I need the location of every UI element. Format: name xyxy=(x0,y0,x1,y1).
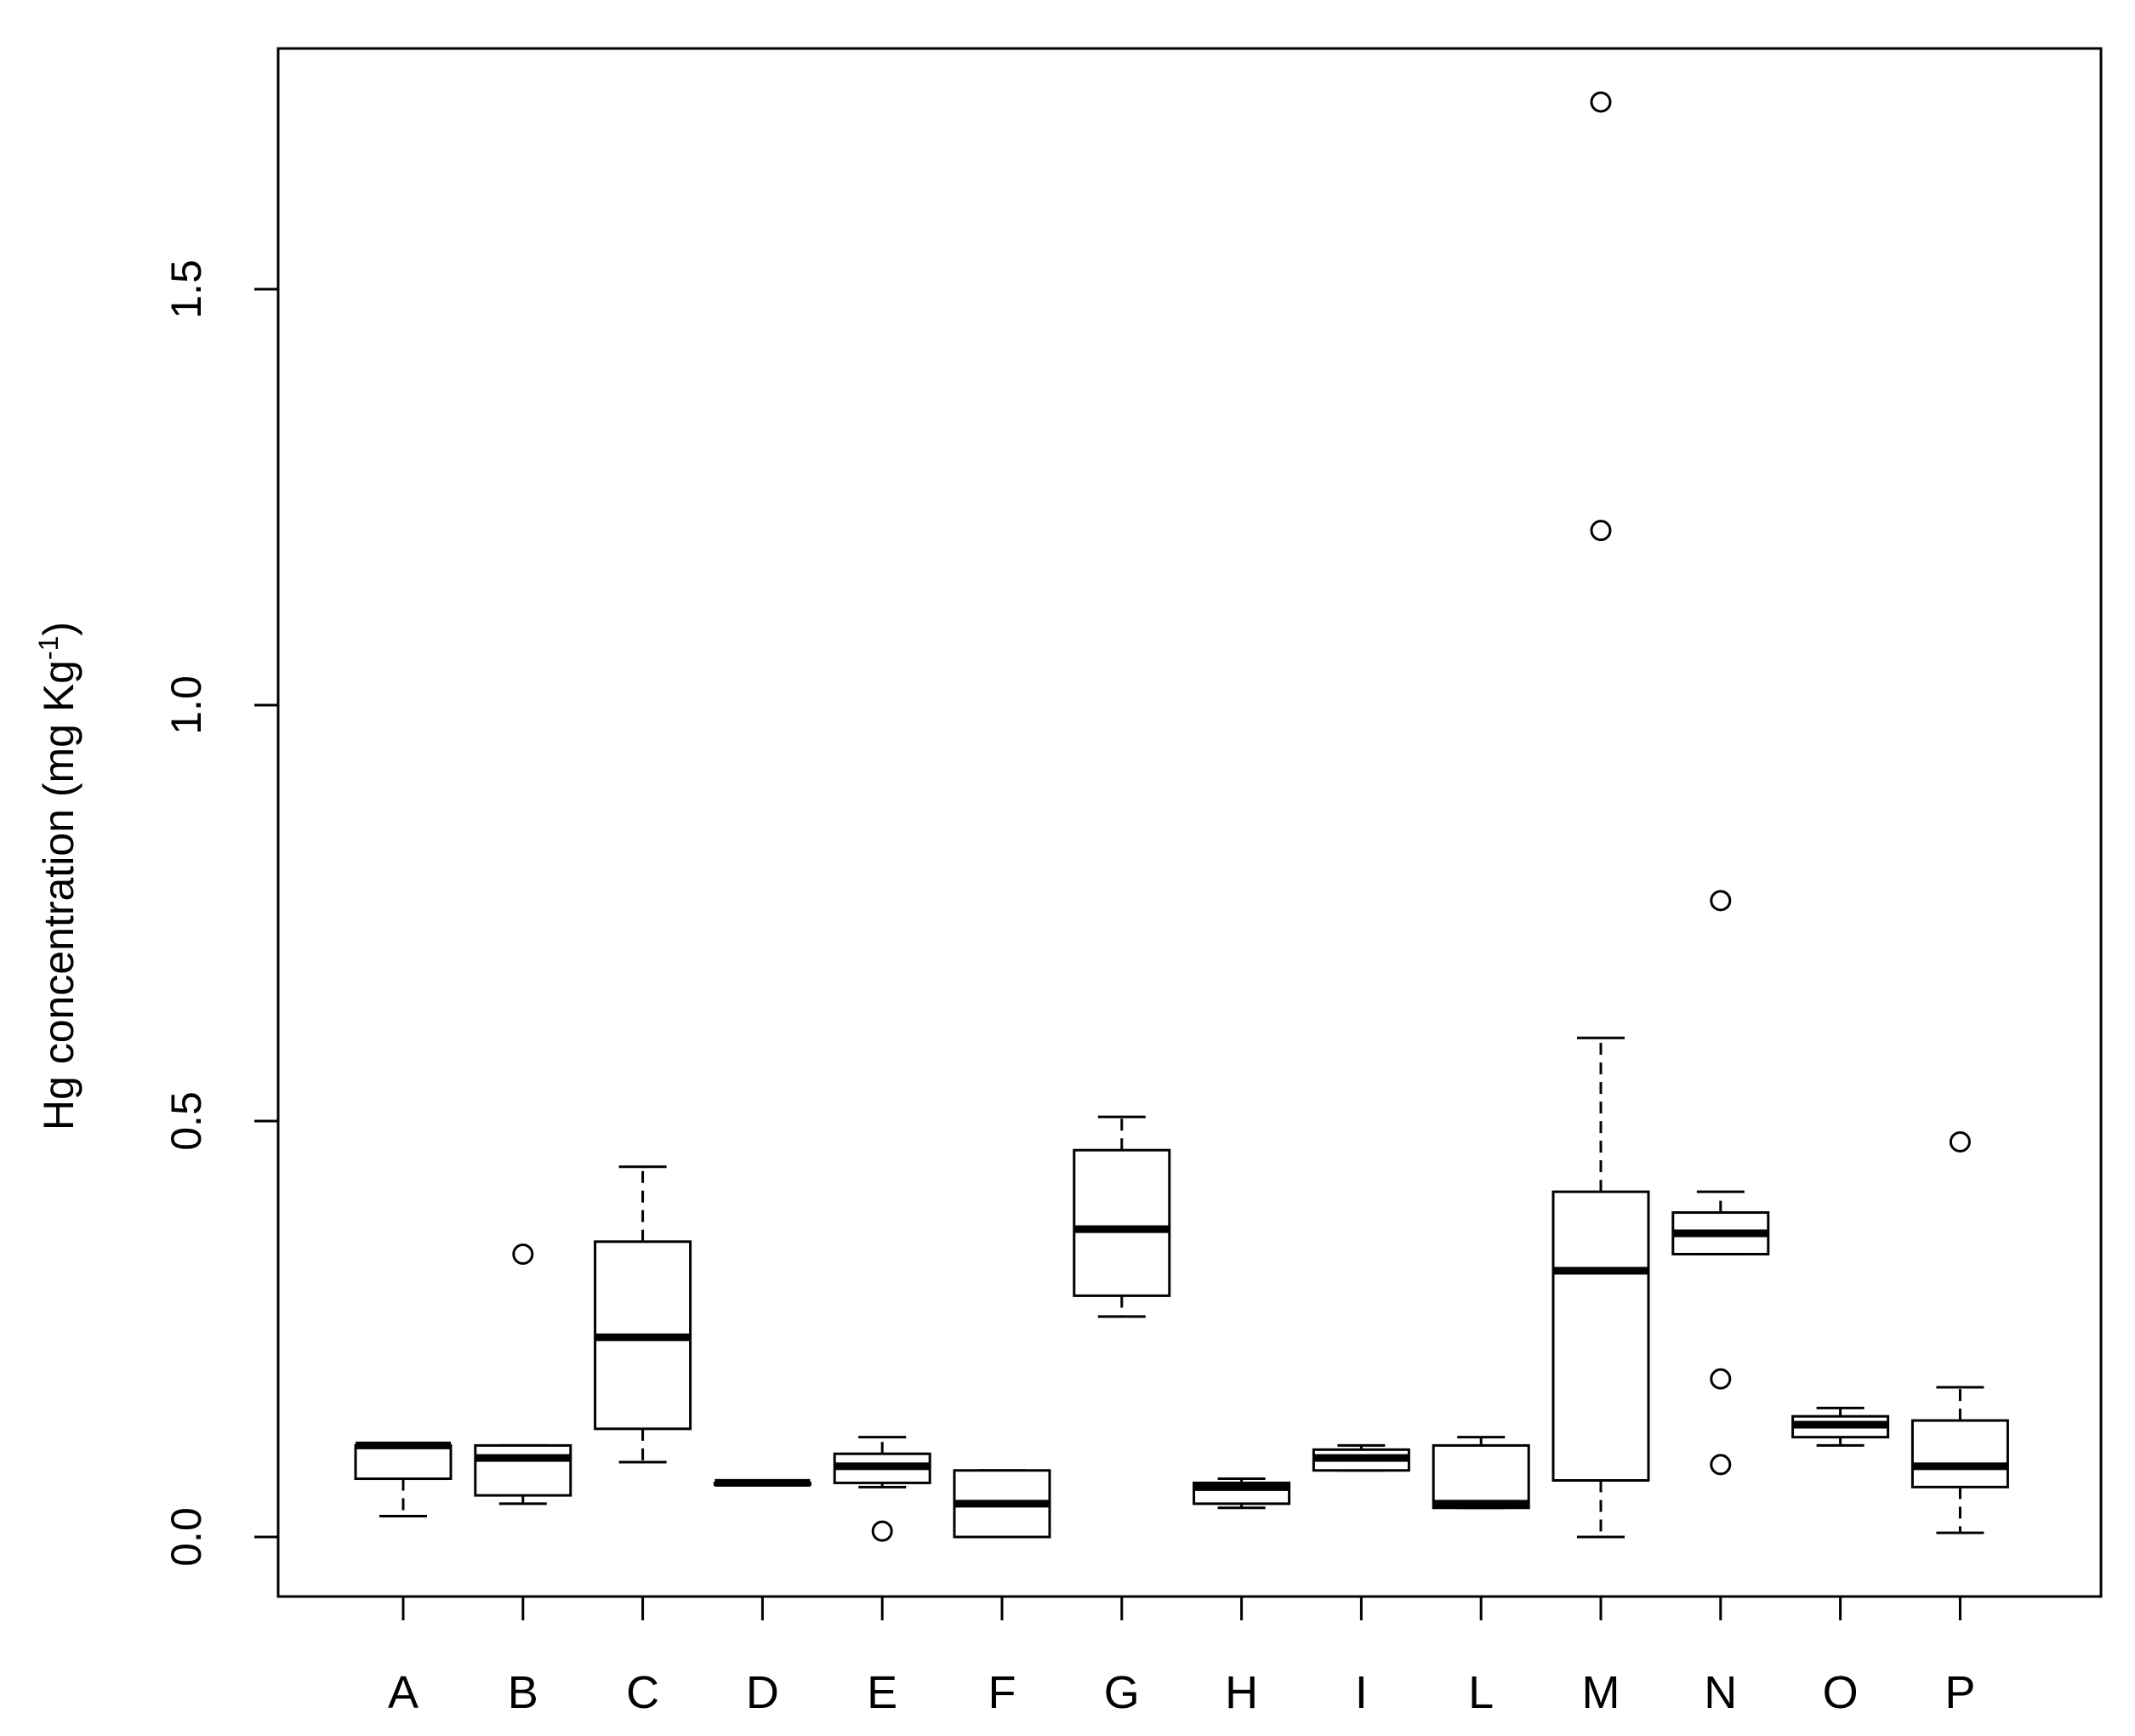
box-n-outlier xyxy=(1710,890,1732,912)
box-g-box xyxy=(1073,1148,1171,1297)
box-m-outlier xyxy=(1590,91,1612,113)
x-tick-label: M xyxy=(1582,1667,1620,1718)
box-b-outlier xyxy=(512,1243,534,1265)
y-axis-label: Hg concentration (mg Kg-1) xyxy=(33,622,83,1130)
y-tick-label: 1.0 xyxy=(162,675,210,735)
x-tick-label: O xyxy=(1823,1667,1859,1718)
x-tick-label: I xyxy=(1355,1667,1368,1718)
box-e-outlier xyxy=(871,1520,893,1542)
plot-frame xyxy=(276,47,2103,1598)
box-p-box xyxy=(1910,1419,2009,1488)
y-tick-label: 1.5 xyxy=(162,259,210,319)
y-axis-label-superscript: -1 xyxy=(33,636,64,660)
plot-layer: 0.0 0.5 1.0 1.5 A B C D E F G H I L M N O P xyxy=(162,47,2103,1718)
x-tick-label: P xyxy=(1944,1667,1975,1718)
y-axis-label-main: Hg concentration (mg Kg xyxy=(35,660,83,1130)
box-m-box xyxy=(1551,1190,1650,1482)
box-n-outlier xyxy=(1710,1454,1732,1476)
box-n-outlier xyxy=(1710,1368,1732,1390)
x-tick-label: B xyxy=(508,1667,538,1718)
box-l-box xyxy=(1432,1443,1530,1510)
x-tick-label: A xyxy=(388,1667,418,1718)
x-tick-label: H xyxy=(1225,1667,1258,1718)
y-axis-label-close: ) xyxy=(35,622,83,636)
x-tick-label: E xyxy=(867,1667,897,1718)
box-p-outlier xyxy=(1949,1130,1971,1153)
x-tick-label: N xyxy=(1704,1667,1737,1718)
svg-text:Hg concentration (mg Kg-1): Hg concentration (mg Kg-1) xyxy=(33,622,83,1130)
x-tick-label: C xyxy=(626,1667,659,1718)
box-a-box xyxy=(354,1443,453,1481)
y-tick-label: 0.0 xyxy=(162,1507,210,1567)
box-b-box xyxy=(474,1443,572,1497)
x-tick-label: G xyxy=(1104,1667,1140,1718)
x-tick-label: F xyxy=(988,1667,1016,1718)
x-tick-label: L xyxy=(1468,1667,1494,1718)
x-tick-label: D xyxy=(746,1667,779,1718)
box-m-outlier xyxy=(1590,520,1612,542)
y-tick-label: 0.5 xyxy=(162,1091,210,1151)
